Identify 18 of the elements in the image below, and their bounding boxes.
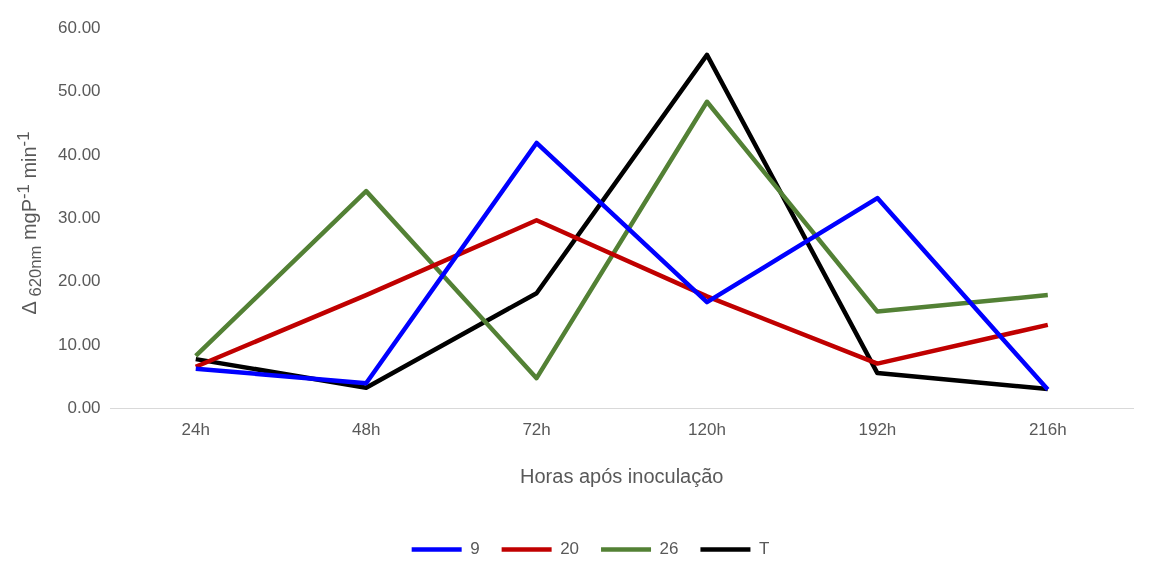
x-tick-label: 72h [522, 420, 551, 440]
y-tick-label: 0.00 [67, 398, 101, 418]
legend-label: 20 [560, 539, 580, 559]
y-tick-label: 30.00 [57, 208, 101, 228]
x-axis-title: Horas após inoculação [520, 464, 724, 487]
y-tick-label: 40.00 [57, 144, 101, 164]
x-tick-label: 192h [858, 420, 897, 440]
y-tick-label: 20.00 [57, 271, 101, 291]
legend-label: 26 [659, 539, 679, 559]
y-tick-label: 60.00 [57, 17, 101, 37]
y-tick-label: 10.00 [57, 334, 101, 354]
legend-label: T [758, 539, 770, 559]
x-tick-label: 48h [351, 420, 381, 440]
x-tick-label: 120h [688, 420, 726, 440]
legend-label: 9 [470, 539, 480, 559]
x-tick-label: 216h [1028, 420, 1067, 440]
x-tick-label: 24h [181, 420, 210, 440]
y-tick-label: 50.00 [57, 81, 101, 101]
